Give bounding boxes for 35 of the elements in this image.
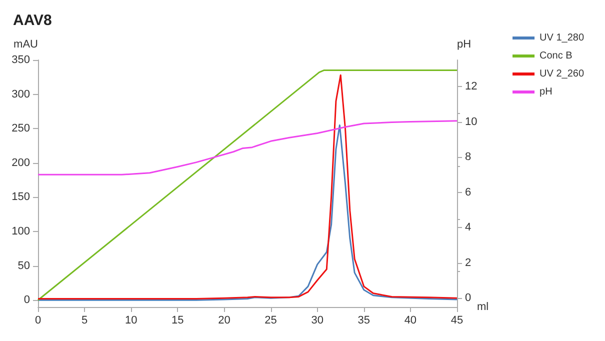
y2-tick-label: 8 <box>465 151 472 164</box>
y-tick-label: 200 <box>12 156 30 169</box>
legend-label: UV 2_260 <box>540 68 584 80</box>
y2-tick-label: 6 <box>465 186 472 198</box>
line-series <box>37 124 458 301</box>
y-tick-label: 250 <box>12 122 30 135</box>
x-tick-label: 25 <box>264 314 277 326</box>
x-tick-label: 10 <box>124 314 138 326</box>
x-tick-label: 35 <box>358 314 370 326</box>
y2-tick-label: 2 <box>465 256 472 269</box>
x-tick-label: 15 <box>172 314 184 326</box>
y-axis-title: mAU <box>14 38 38 50</box>
x-tick-label: 20 <box>218 314 230 326</box>
y-tick-label: 50 <box>18 260 30 272</box>
y-tick-label: 150 <box>12 191 30 204</box>
legend-label: Conc B <box>540 50 573 62</box>
y2-tick-label: 12 <box>465 80 478 92</box>
y-tick-label: 100 <box>12 226 30 238</box>
x-tick-label: 40 <box>404 314 417 326</box>
chart-title: AAV8 <box>13 12 52 29</box>
x-tick-label: 0 <box>34 314 42 326</box>
legend-label: pH <box>540 86 552 98</box>
y-tick-label: 300 <box>12 88 30 100</box>
y2-tick-label: 10 <box>465 116 478 128</box>
y-tick-label: 350 <box>12 54 30 66</box>
y2-tick-label: 4 <box>465 222 472 234</box>
x-tick-label: 5 <box>81 314 88 326</box>
y2-axis-title: pH <box>457 38 472 50</box>
x-axis-title: ml <box>477 301 489 313</box>
y2-tick-label: 0 <box>465 292 472 304</box>
line-series <box>37 120 458 176</box>
y-tick-label: 0 <box>24 294 30 306</box>
legend-label: UV 1_280 <box>540 32 584 44</box>
x-tick-label: 30 <box>311 314 324 326</box>
x-tick-label: 45 <box>450 314 464 326</box>
